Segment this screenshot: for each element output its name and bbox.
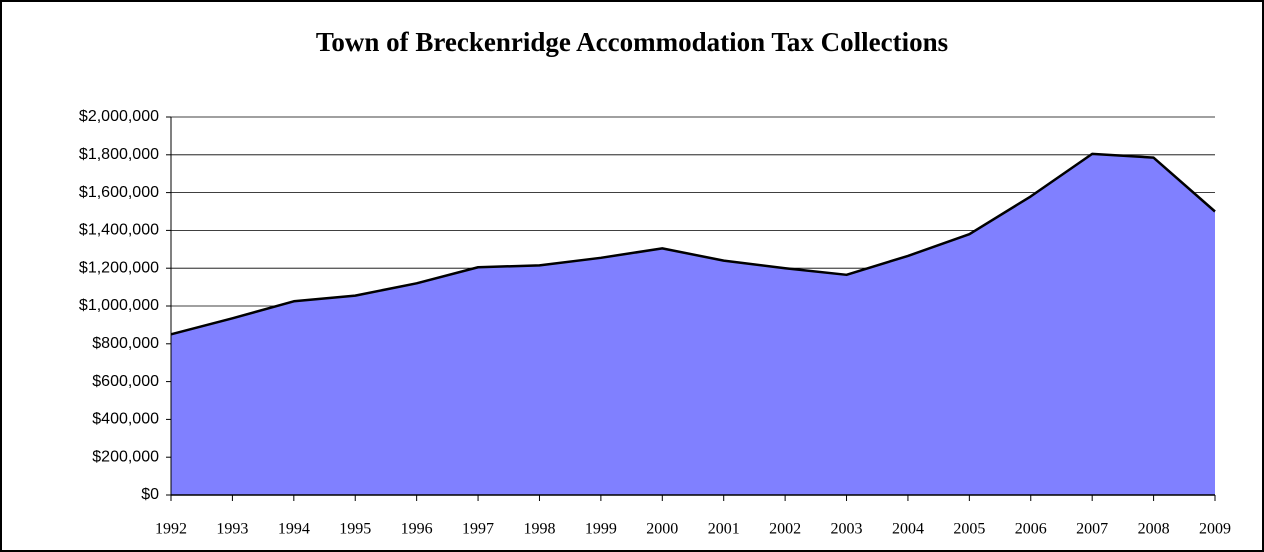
x-tick-label: 2007 — [1076, 521, 1108, 538]
y-tick-label: $2,000,000 — [79, 108, 159, 125]
area-fill — [171, 153, 1215, 496]
x-tick-label: 1997 — [462, 521, 494, 538]
x-tick-label: 2003 — [831, 521, 863, 538]
x-tick-label: 1998 — [523, 521, 555, 538]
x-tick-label: 2000 — [646, 521, 678, 538]
y-tick-label: $600,000 — [92, 373, 159, 390]
x-tick-label: 2001 — [708, 521, 740, 538]
chart-title: Town of Breckenridge Accommodation Tax C… — [316, 27, 948, 57]
x-tick-label: 1992 — [155, 521, 187, 538]
y-tick-label: $0 — [141, 486, 159, 503]
y-tick-label: $200,000 — [92, 448, 159, 465]
x-tick-label: 1996 — [401, 521, 433, 538]
x-tick-label: 1994 — [278, 521, 310, 538]
x-tick-label: 1999 — [585, 521, 617, 538]
x-tick-label: 2004 — [892, 521, 924, 538]
x-tick-label: 2009 — [1199, 521, 1231, 538]
y-tick-label: $400,000 — [92, 411, 159, 428]
y-tick-label: $800,000 — [92, 335, 159, 352]
y-tick-label: $1,200,000 — [79, 259, 159, 276]
x-tick-label: 2005 — [953, 521, 985, 538]
y-tick-label: $1,600,000 — [79, 184, 159, 201]
x-tick-label: 1995 — [339, 521, 371, 538]
area-line — [170, 152, 1216, 336]
y-tick-label: $1,000,000 — [79, 297, 159, 314]
x-tick-label: 1993 — [216, 521, 248, 538]
x-tick-label: 2002 — [769, 521, 801, 538]
y-tick-label: $1,800,000 — [79, 146, 159, 163]
y-tick-label: $1,400,000 — [79, 222, 159, 239]
x-tick-label: 2006 — [1015, 521, 1047, 538]
x-tick-label: 2008 — [1138, 521, 1170, 538]
